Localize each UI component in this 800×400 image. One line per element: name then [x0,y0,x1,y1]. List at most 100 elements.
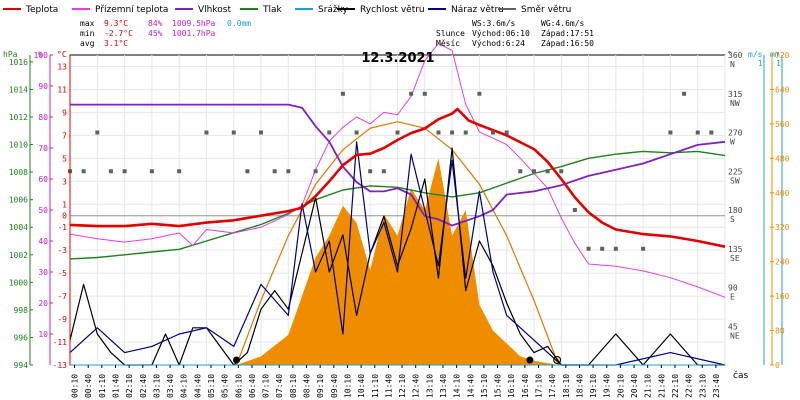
pressure-tick-label: 1002 [9,251,28,260]
wind-direction-point [600,246,605,251]
x-tick-label: 19:40 [603,374,612,398]
solar-tick-label: 0 [775,361,780,370]
direction-tick-label: 180 [728,206,743,215]
x-tick-label: 22:10 [671,374,680,398]
temperature-tick-label: -9 [57,315,67,324]
temperature-tick-label: -3 [57,246,67,255]
wind-direction-point [409,91,414,96]
wind-direction-point [245,169,250,174]
temperature-tick-label: 9 [62,108,67,117]
series-line [69,147,725,366]
wind-direction-point [518,169,523,174]
solar-tick-label: 720 [775,51,790,60]
legend-label: Vlhkost [198,5,231,15]
x-tick-label: 18:10 [562,374,571,398]
wind-direction-point [695,130,700,135]
solar-tick-label: 480 [775,154,790,163]
wind-direction-point [395,130,400,135]
wind-direction-point [272,169,277,174]
humidity-tick-label: 100 [34,51,49,60]
temperature-tick-label: -1 [57,223,67,232]
x-axis-label: čas [733,370,748,381]
direction-tick-label: 90 [728,284,738,293]
solar-tick-label: 320 [775,223,790,232]
stats-moon-label: Měsíc [436,39,460,48]
pressure-tick-label: 1008 [9,168,28,177]
x-tick-label: 10:10 [343,374,352,398]
humidity-tick-label: 10 [38,330,48,339]
stats-moonrise: Východ:6:24 [472,39,525,48]
legend-label: Náraz větru [451,5,504,15]
direction-tick-label: 270 [728,129,743,138]
stats-sunrise: Východ:06:10 [472,29,530,38]
wind-direction-point [204,130,209,135]
series-line [69,107,726,248]
pressure-tick-label: 994 [14,361,29,370]
humidity-tick-label: 90 [38,82,48,91]
humidity-tick-label: 40 [38,237,48,246]
x-tick-label: 20:40 [630,374,639,398]
x-tick-label: 06:40 [248,374,257,398]
wind-direction-point [668,130,673,135]
x-tick-label: 07:10 [262,374,271,398]
wind-direction-point [559,169,564,174]
x-tick-label: 03:10 [152,374,161,398]
temperature-tick-label: -5 [57,269,67,278]
wind-direction-point [149,169,154,174]
direction-tick-label: 225 [728,167,743,176]
direction-compass-label: NE [730,331,740,340]
wind-direction-point [491,130,496,135]
x-tick-label: 12:10 [398,374,407,398]
humidity-tick-label: 60 [38,175,48,184]
pressure-tick-label: 1006 [9,196,28,205]
x-tick-label: 04:10 [180,374,189,398]
wind-speed-tick-label: 1 [758,59,763,68]
solar-tick-label: 160 [775,292,790,301]
humidity-tick-label: 50 [38,206,48,215]
x-tick-label: 17:40 [548,374,557,398]
x-tick-label: 00:40 [84,374,93,398]
wind-direction-point [477,91,482,96]
x-tick-label: 14:10 [453,374,462,398]
moonset-marker [526,356,534,364]
temperature-tick-label: -11 [53,338,68,347]
stats-pressure: 1009.5hPa [172,19,216,28]
wind-direction-point [572,208,577,212]
direction-compass-label: W [730,138,735,147]
solar-theoretical-line [235,121,560,366]
wind-direction-point [95,130,100,135]
direction-axis-unit: ° [727,50,732,59]
wind-direction-point [422,91,427,96]
humidity-tick-label: 70 [38,144,48,153]
x-tick-label: 01:10 [98,374,107,398]
legend-label: Srážky [318,5,349,15]
x-tick-label: 02:10 [125,374,134,398]
stats-humidity: 45% [148,29,163,38]
stats-panel: max 9.3°C 84% 1009.5hPa 0.0mm min -2.7°C 45% 100… [80,19,594,48]
stats-row-label: avg [80,39,95,48]
temperature-tick-label: 7 [62,131,67,140]
x-tick-label: 18:40 [575,374,584,398]
x-tick-label: 19:10 [589,374,598,398]
x-tick-label: 11:40 [384,374,393,398]
temperature-axis-unit: °C [57,50,67,59]
wind-direction-point [327,130,332,135]
temperature-tick-label: 0 [62,212,67,221]
legend-label: Rychlost větru [360,5,425,15]
pressure-tick-label: 1014 [9,85,28,94]
temperature-tick-label: 1 [62,200,67,209]
humidity-tick-label: 20 [38,299,48,308]
stats-rain: 0.0mm [227,19,251,28]
wind-direction-point [122,169,127,174]
x-tick-label: 12:40 [412,374,421,398]
wind-direction-point [641,246,646,251]
x-tick-label: 13:40 [439,374,448,398]
wind-direction-point [381,169,386,174]
pressure-tick-label: 996 [14,333,29,342]
legend-label: Směr větru [521,5,571,15]
series-line [69,150,726,260]
wind-direction-point [450,130,455,135]
x-tick-label: 17:10 [535,374,544,398]
direction-tick-label: 45 [728,322,738,331]
x-tick-label: 16:10 [507,374,516,398]
